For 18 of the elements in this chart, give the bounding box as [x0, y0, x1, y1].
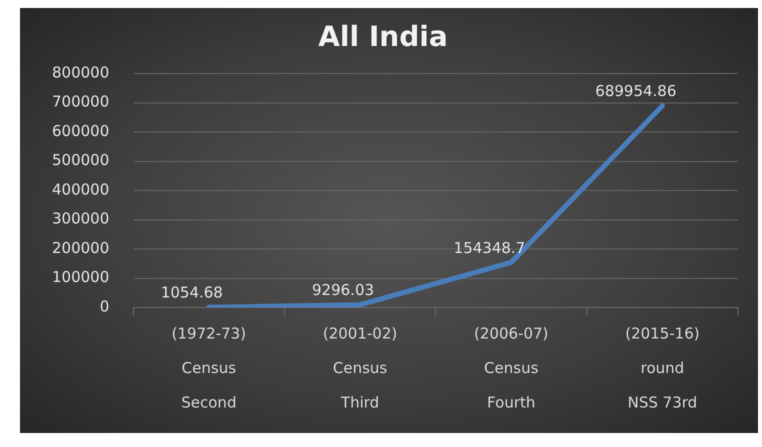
y-tick-label: 300000 [52, 210, 110, 228]
x-tick-label: (2015-16) round NSS 73rd [625, 324, 700, 412]
data-label: 689954.86 [595, 82, 676, 100]
data-label: 154348.7 [454, 238, 526, 257]
x-tick-label: (1972-73) Census Second [172, 324, 246, 412]
y-tick-label: 600000 [52, 122, 110, 140]
x-tick-label: (2001-02) Census Third [322, 324, 398, 412]
y-tick-label: 500000 [52, 151, 110, 170]
y-tick-label: 0 [100, 297, 110, 316]
y-tick-label: 700000 [52, 92, 110, 111]
y-tick-label: 200000 [52, 238, 110, 257]
chart-title: All India [318, 20, 448, 54]
y-tick-label: 100000 [52, 268, 110, 286]
y-tick-label: 400000 [52, 180, 110, 198]
data-label: 1054.68 [160, 284, 223, 302]
y-tick-label: 800000 [52, 63, 110, 82]
x-tick-label: (2006-07) Census Fourth [474, 324, 548, 412]
data-label: 9296.03 [312, 281, 374, 300]
